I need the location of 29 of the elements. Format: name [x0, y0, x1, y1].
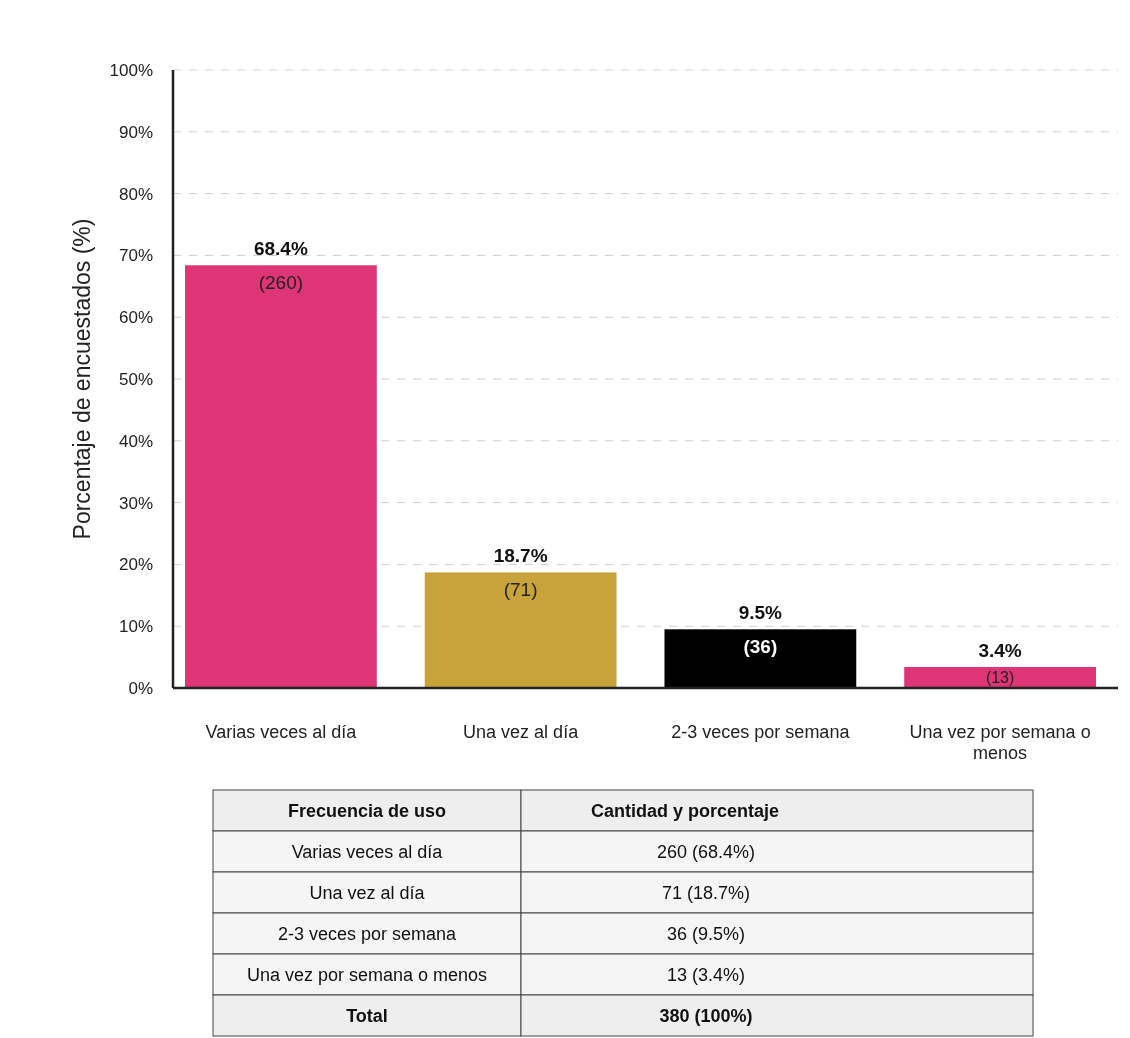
y-tick-label: 100% [109, 60, 153, 80]
bar [184, 265, 377, 688]
y-tick-label: 10% [118, 617, 153, 637]
annotation: (36) [743, 636, 778, 658]
data-label: 18.7% [493, 545, 548, 567]
x-tick-label: Varias veces al día [205, 722, 358, 742]
y-tick-label: 80% [118, 184, 153, 204]
annotation: (260) [258, 272, 304, 294]
y-axis-title: Porcentaje de encuestados (%) [69, 218, 95, 540]
y-tick-label: 0% [128, 678, 153, 698]
y-tick-label: 40% [118, 431, 153, 451]
data-label: 68.4% [253, 238, 308, 260]
y-tick-label: 60% [118, 308, 153, 328]
y-tick-label: 20% [118, 555, 153, 575]
y-tick-label: 30% [118, 493, 153, 513]
bar [424, 572, 617, 688]
y-tick-label: 70% [118, 246, 153, 266]
x-tick-label: 2-3 veces por semana [671, 722, 851, 742]
data-label: 9.5% [738, 602, 783, 624]
y-tick-label: 50% [118, 369, 153, 389]
annotation: (13) [985, 668, 1015, 686]
x-tick-label: Una vez al día [463, 722, 580, 742]
annotation: (71) [503, 579, 538, 601]
frequency-table: Frecuencia de uso Cantidad y porcentaje Varias veces al día 260 (68.4%) Una vez al día 71 (18.7%) 2-3 veces por semana 36 (9.5%) Una vez por semana o menos 13 (3.4%) Total 380 (100%) [212, 789, 1034, 1037]
x-tick-label: Una vez por semana o menos [909, 722, 1091, 763]
y-tick-label: 90% [118, 122, 153, 142]
bar [904, 666, 1097, 688]
data-label: 3.4% [978, 639, 1022, 661]
bar [664, 629, 857, 688]
